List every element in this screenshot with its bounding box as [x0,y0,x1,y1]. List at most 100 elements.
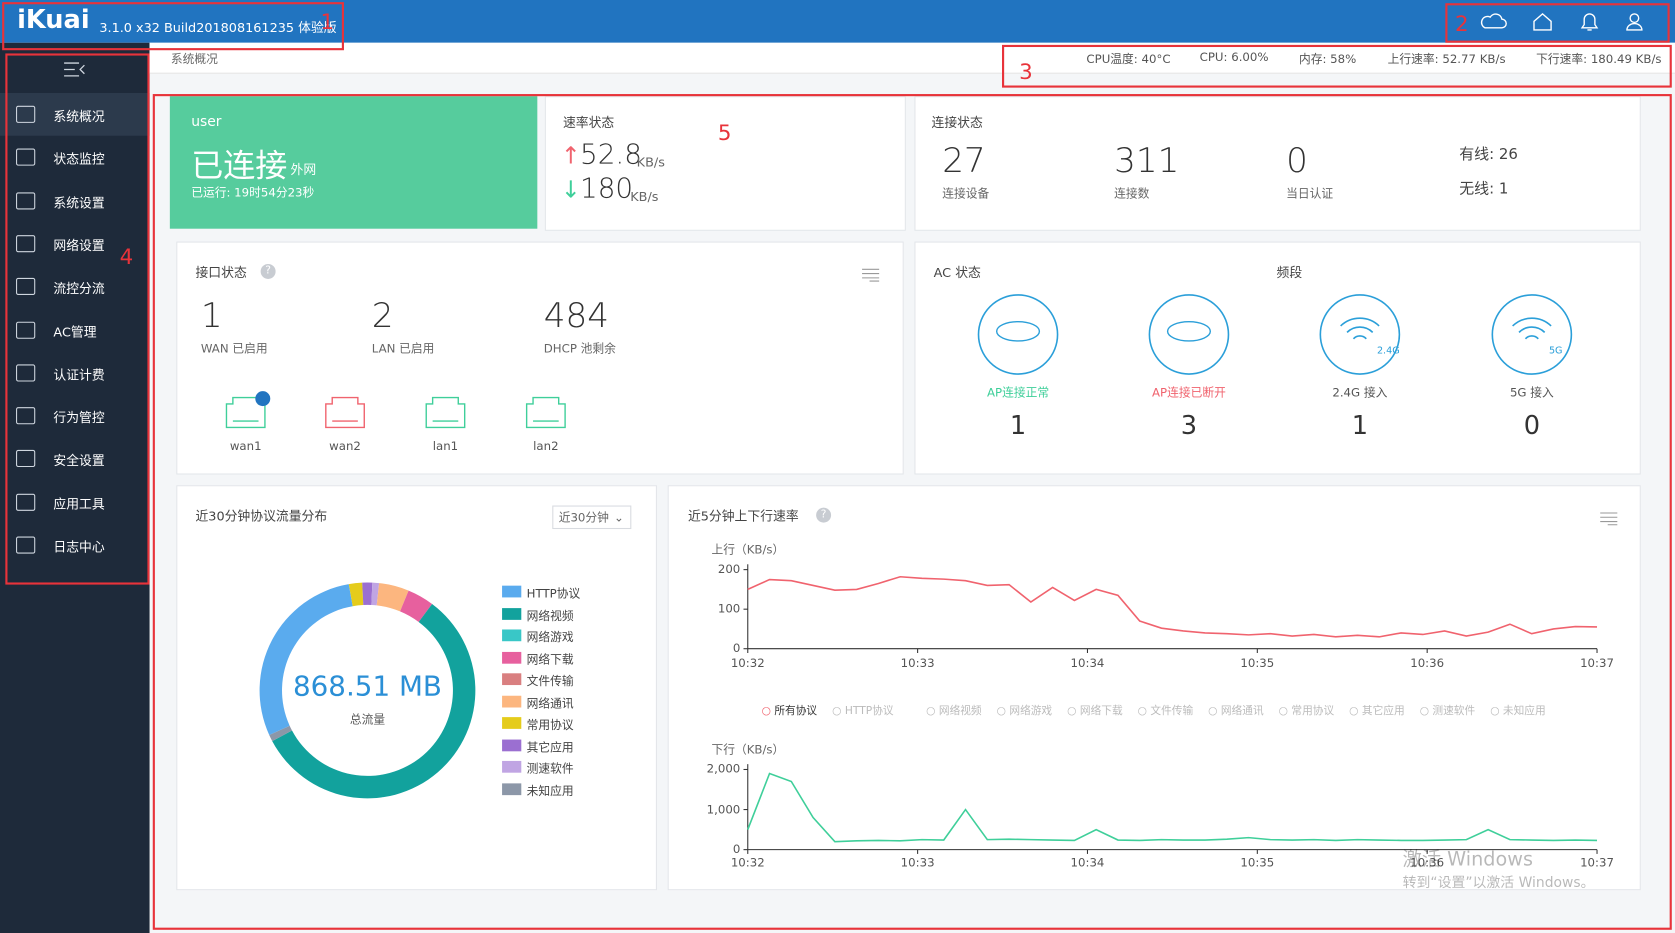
ap-disc [995,320,1041,342]
donut-total-label: 总流量 [349,712,386,727]
band-badge: 2.4G [1377,346,1400,357]
line-legend[interactable]: ○ HTTP协议 [832,701,893,717]
x-tick-label: 10:37 [1580,856,1614,870]
menu-icon[interactable] [16,278,36,296]
menu-item[interactable]: 系统设置 [53,195,105,211]
menu-icon[interactable] [16,235,36,253]
menu-icon[interactable] [16,364,36,382]
line-legend[interactable]: ○ 常用协议 [1279,701,1334,717]
donut-segment [269,725,293,742]
stat-label: 当日认证 [1286,187,1334,201]
stat-value: 484 [543,294,609,336]
legend-label: 网络视频 [526,608,574,623]
cloud-icon[interactable] [1480,13,1507,29]
y-tick-label: 0 [732,641,741,656]
legend-label: 网络下载 [526,652,574,667]
y-tick-label: 0 [732,842,741,857]
network: 外网 [290,162,317,178]
help-icon[interactable]: ? [260,263,276,279]
donut-segment [348,582,364,607]
menu-icon[interactable] [16,105,36,123]
line-legend[interactable]: ○ 所有协议 [762,701,817,717]
stat-label: DHCP 池剩余 [543,341,616,356]
menu-icon[interactable] [16,321,36,339]
port-label: wan1 [229,439,262,454]
time-select[interactable]: 近30分钟 ⌄ [552,505,632,530]
line-legend[interactable]: ○ 其它应用 [1349,701,1404,717]
x-tick-label: 10:34 [1070,656,1105,671]
list-icon[interactable] [1599,511,1618,526]
conn-state: 已连接 [191,147,288,185]
caret: ⌄ [614,510,624,525]
card-title: 近5分钟上下行速率 [687,508,799,524]
ac-label: AP连接已断开 [1151,385,1226,400]
legend-dot: ○ [1137,705,1151,718]
line-legend[interactable]: ○ 网络游戏 [997,701,1052,717]
menu-item[interactable]: 应用工具 [53,496,105,512]
line-legend[interactable]: ○ 未知应用 [1490,701,1545,717]
legend-dot: ○ [761,705,775,718]
menu-icon[interactable] [16,536,36,554]
legend-swatch [502,585,522,598]
line-legend[interactable]: ○ 文件传输 [1138,701,1193,717]
menu-icon[interactable] [16,493,36,511]
legend-dot: ○ [1490,705,1503,718]
menu-item[interactable]: 日志中心 [53,539,105,555]
list-icon[interactable] [861,267,880,282]
watermark: 转到“设置”以激活 Windows。 [1402,875,1595,892]
menu-icon[interactable] [16,407,36,425]
x-tick-label: 10:33 [900,856,935,870]
ac-icon [977,294,1059,375]
legend-dot: ○ [1419,705,1433,718]
menu-toggle[interactable] [62,60,88,79]
legend-swatch [502,739,522,751]
line-legend[interactable]: ○ 网络下载 [1067,701,1122,717]
line-legend[interactable]: ○ 测速软件 [1420,701,1475,717]
menu-item[interactable]: 系统概况 [53,109,105,124]
menu-item[interactable]: 网络设置 [53,238,105,254]
help-icon[interactable]: ? [816,507,832,523]
legend-text: 网络视频 [938,705,982,718]
legend-dot: ○ [1278,705,1292,718]
annotation-box [1002,44,1672,88]
connection-card [914,96,1641,231]
annotation-label: 1 [320,8,335,35]
bell-icon[interactable] [1580,13,1599,31]
x-tick-label: 10:32 [730,656,765,671]
top-icons [1480,12,1643,31]
line-legend[interactable]: ○ 网络通讯 [1208,701,1263,717]
x-tick-label: 10:34 [1070,856,1105,870]
wireless: 无线: 1 [1459,180,1509,198]
line-legend[interactable]: ○ 网络视频 [926,701,981,717]
annotation-box [1445,3,1670,43]
down-arrow: ↓ [560,177,581,205]
legend-text: 所有协议 [774,705,818,718]
menu-item[interactable]: AC管理 [53,324,97,340]
annotation-label: 4 [119,243,134,270]
home-icon[interactable] [1533,12,1552,31]
speed-card [544,96,906,231]
stat-value: 2 [371,294,394,336]
legend-text: 网络通讯 [1220,705,1264,718]
menu-icon[interactable] [16,450,36,468]
legend-dot: ○ [996,705,1010,718]
menu-item[interactable]: 行为管控 [53,410,105,426]
menu-item[interactable]: 安全设置 [53,453,105,469]
menu-icon[interactable] [16,148,36,166]
user-icon[interactable] [1626,13,1643,31]
menu-item[interactable]: 状态监控 [53,152,105,168]
menu-item[interactable]: 流控分流 [53,281,105,297]
menu-active [0,92,150,136]
menu-icon[interactable] [16,191,36,210]
ac-value: 0 [1523,410,1541,441]
menu-item[interactable]: 认证计费 [53,367,105,383]
interface-card [176,241,904,475]
legend-swatch [502,695,522,707]
donut-segment [362,582,373,606]
legend-text: 常用协议 [1291,705,1335,718]
uptime: 已运行: 19时54分23秒 [191,185,315,200]
legend-label: 常用协议 [526,718,574,733]
legend-swatch [502,760,522,773]
